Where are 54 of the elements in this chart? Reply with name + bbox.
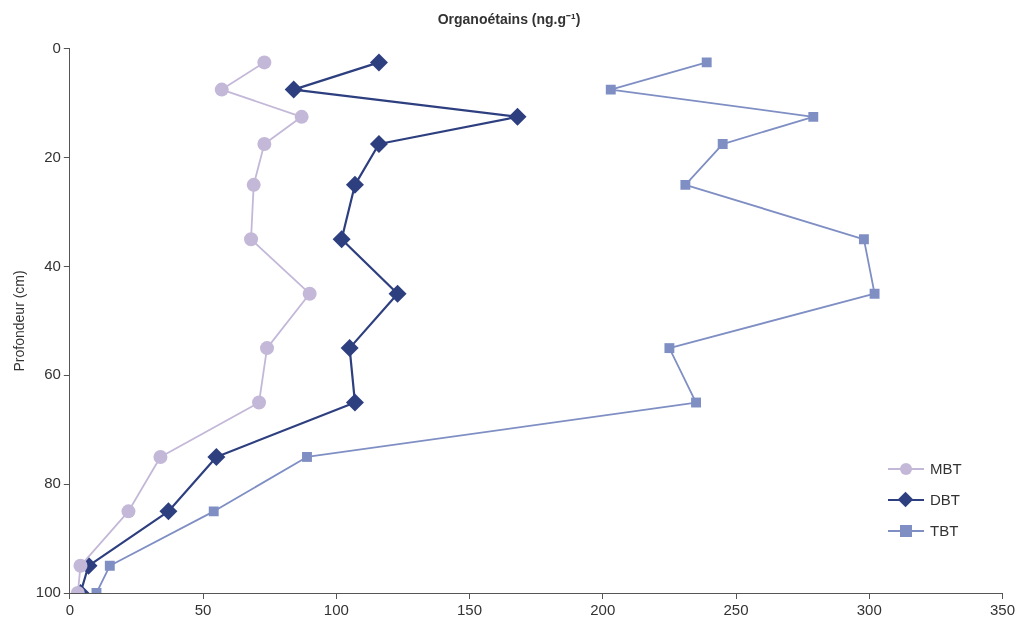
point [508, 107, 527, 126]
legend-label: TBT [930, 521, 959, 541]
point [73, 558, 88, 573]
point [153, 449, 168, 464]
point [369, 53, 388, 72]
legend-label: DBT [930, 490, 960, 510]
point [369, 135, 388, 154]
point [246, 177, 261, 192]
point [345, 175, 364, 194]
point [664, 343, 675, 354]
point [252, 395, 267, 410]
point [691, 397, 701, 408]
x-tick-label: 150 [457, 601, 483, 619]
point [332, 230, 351, 249]
y-tick-label: 80 [44, 474, 61, 492]
y-tick-label: 40 [44, 256, 61, 274]
point [808, 111, 819, 122]
point [701, 57, 712, 68]
point [104, 560, 115, 571]
point [214, 82, 229, 97]
point [208, 506, 219, 517]
point [858, 234, 869, 245]
point [345, 393, 364, 412]
legend-label: MBT [930, 459, 962, 479]
y-axis-title: Profondeur (cm) [11, 270, 28, 372]
x-tick-label: 50 [194, 601, 212, 619]
x-axis-title: Organoétains (ng.g⁻¹) [437, 11, 581, 28]
point [717, 139, 728, 149]
point [388, 284, 407, 303]
x-tick-label: 100 [323, 601, 349, 619]
x-tick-label: 250 [723, 601, 749, 619]
point [869, 288, 880, 299]
point [260, 341, 275, 356]
point [605, 84, 616, 95]
x-tick-label: 300 [856, 601, 882, 619]
y-tick-label: 60 [44, 365, 61, 383]
point [257, 137, 272, 152]
x-tick-label: 0 [65, 601, 74, 619]
x-tick-label: 200 [590, 601, 616, 619]
point [302, 286, 317, 301]
point [680, 179, 691, 190]
point [302, 452, 312, 462]
point [340, 339, 359, 358]
point [207, 447, 226, 466]
point [294, 109, 309, 124]
y-tick-label: 20 [44, 147, 61, 165]
point [244, 232, 259, 247]
y-tick-label: 0 [52, 38, 61, 56]
y-tick-label: 100 [35, 583, 61, 601]
point [121, 504, 136, 519]
x-tick-label: 350 [989, 601, 1015, 619]
point [159, 502, 178, 521]
point [284, 80, 303, 99]
point [257, 55, 272, 70]
